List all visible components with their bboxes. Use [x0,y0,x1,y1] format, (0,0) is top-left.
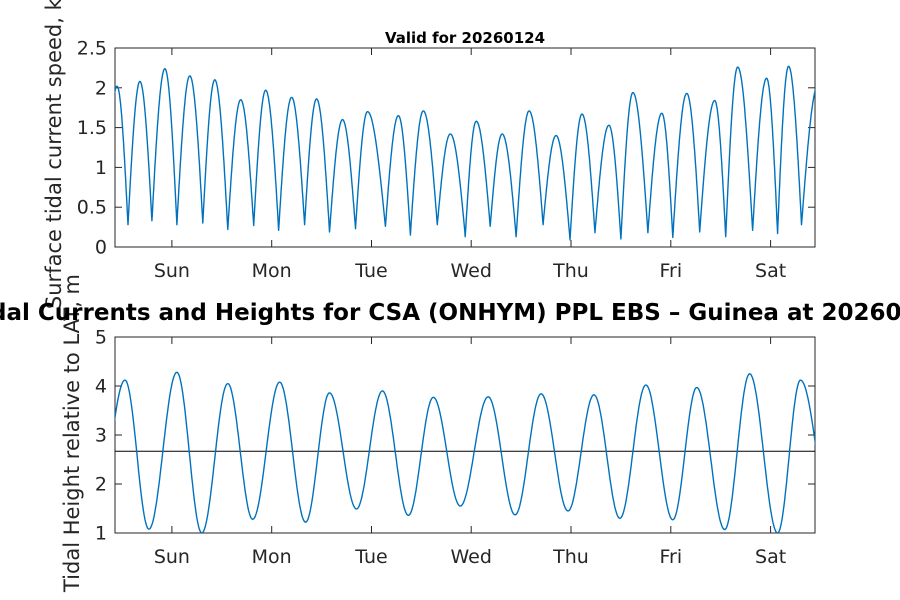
y-tick-label: 1 [95,523,107,545]
top-chart-title: Valid for 20260124 [384,29,546,47]
y-tick-label: 2 [95,474,107,496]
x-tick-label: Sat [755,260,786,282]
x-tick-label: Tue [354,260,387,282]
y-tick-label: 3 [95,425,107,447]
x-tick-label: Wed [450,546,491,568]
x-tick-label: Fri [659,546,682,568]
current-speed-curve [115,65,815,241]
y-tick-label: 4 [95,376,107,398]
x-tick-label: Sat [755,546,786,568]
axes-box [114,336,816,534]
top-chart: Sun Mon Tue Wed Thu Fri Sat 0 0.5 1 1.5 2 2.5 [77,38,816,282]
y-tick-label: 0 [95,237,107,259]
x-tick-label: Mon [252,260,292,282]
bottom-chart: Sun Mon Tue Wed Thu Fri Sat 1 2 3 4 5 [95,327,816,568]
tidal-height-curve [115,371,815,533]
x-tick-label: Tue [354,546,387,568]
main-title: Tidal Currents and Heights for CSA (ONHY… [0,300,900,326]
y-tick-label: 1 [95,157,107,179]
y-tick-label: 0.5 [77,197,107,219]
x-tick-label: Fri [659,260,682,282]
y-tick-label: 1.5 [77,117,107,139]
top-chart-ylabel: Surface tidal current speed, kn [42,0,66,310]
y-tick-label: 5 [95,327,107,349]
axes-box [114,47,816,248]
x-tick-label: Thu [552,260,589,282]
x-tick-label: Sun [154,546,190,568]
x-tick-label: Mon [252,546,292,568]
y-tick-label: 2.5 [77,38,107,60]
x-tick-label: Wed [450,260,491,282]
x-tick-label: Sun [154,260,190,282]
x-tick-label: Thu [552,546,589,568]
y-tick-label: 2 [95,77,107,99]
